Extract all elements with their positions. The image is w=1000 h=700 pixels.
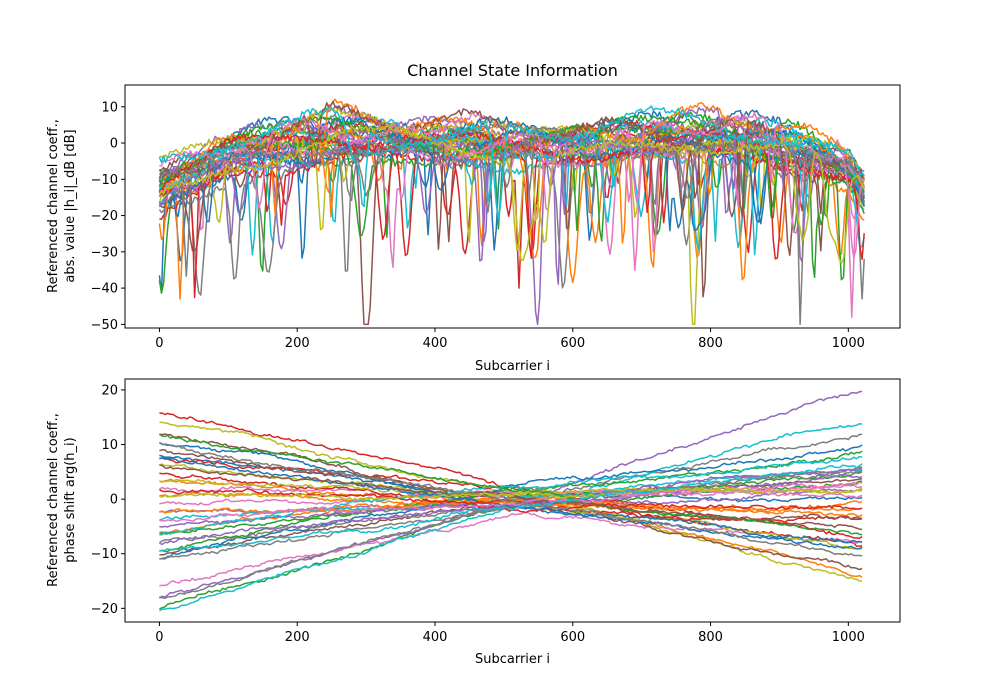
phase-series-line	[159, 490, 863, 578]
phase-series-line	[159, 487, 863, 501]
magnitude-x-ticks: 0 200 400 600 800 1000	[155, 328, 865, 351]
phase-series-line	[159, 433, 863, 600]
magnitude-series-line	[158, 105, 865, 220]
magnitude-plot-frame	[124, 84, 901, 329]
phase-plot-frame	[124, 378, 901, 623]
phase-y-axis-label-line2: phase shift arg(h_i)	[63, 437, 78, 562]
magnitude-x-tick-label: 800	[698, 336, 723, 351]
phase-series-line	[159, 433, 863, 536]
phase-y-ticks: 20 10 0 −10 −20	[91, 383, 125, 617]
phase-x-tick-label: 400	[423, 630, 448, 645]
phase-series-line	[159, 442, 863, 557]
phase-series-line	[159, 456, 863, 544]
magnitude-y-axis-label-line2: abs. value |h_i|_dB [dB]	[63, 129, 78, 282]
magnitude-x-axis-label: Subcarrier i	[475, 359, 550, 374]
phase-y-axis-label-line1: Referenced channel coeff.,	[46, 413, 61, 587]
magnitude-y-tick-label: 10	[101, 100, 118, 115]
phase-x-ticks: 0 200 400 600 800 1000	[155, 622, 865, 645]
magnitude-y-tick-label: −10	[91, 173, 118, 188]
phase-x-tick-label: 1000	[832, 630, 865, 645]
magnitude-x-tick-label: 600	[560, 336, 585, 351]
magnitude-x-tick-label: 0	[155, 336, 163, 351]
magnitude-x-tick-label: 400	[423, 336, 448, 351]
magnitude-series-line	[159, 100, 865, 256]
phase-y-tick-label: 0	[110, 493, 118, 508]
magnitude-y-tick-label: −40	[91, 282, 118, 297]
phase-series-line	[159, 463, 863, 552]
magnitude-y-ticks: 10 0 −10 −20 −30 −40 −50	[91, 100, 125, 333]
magnitude-y-tick-label: −50	[91, 318, 118, 333]
phase-y-tick-label: 10	[101, 438, 118, 453]
magnitude-chart: 0 200 400 600 800 1000 10 0 −10 −20 −30 −40 −50 Sub…	[46, 84, 901, 374]
phase-series-group	[158, 390, 863, 612]
phase-series-line	[159, 444, 863, 560]
phase-y-tick-label: −10	[91, 547, 118, 562]
magnitude-series-line	[158, 123, 865, 265]
phase-x-axis-label: Subcarrier i	[475, 652, 550, 667]
phase-series-line	[159, 455, 863, 536]
magnitude-y-tick-label: 0	[110, 137, 118, 152]
phase-chart: 0 200 400 600 800 1000 20 10 0 −10 −20 Subcarrier…	[46, 378, 901, 667]
magnitude-y-axis-label-line1: Referenced channel coeff.,	[46, 119, 61, 293]
magnitude-x-tick-label: 200	[285, 336, 310, 351]
figure-title: Channel State Information	[407, 61, 618, 80]
phase-x-tick-label: 200	[285, 630, 310, 645]
magnitude-x-tick-label: 1000	[832, 336, 865, 351]
phase-series-line	[159, 478, 863, 497]
magnitude-series-group	[158, 98, 865, 326]
magnitude-y-tick-label: −30	[91, 245, 118, 260]
phase-y-tick-label: 20	[101, 383, 118, 398]
phase-series-line	[159, 468, 863, 546]
phase-x-tick-label: 0	[155, 630, 163, 645]
phase-x-tick-label: 600	[560, 630, 585, 645]
phase-series-line	[159, 481, 863, 523]
magnitude-y-tick-label: −20	[91, 209, 118, 224]
phase-x-tick-label: 800	[698, 630, 723, 645]
magnitude-series-line	[158, 137, 865, 280]
phase-y-tick-label: −20	[91, 602, 118, 617]
